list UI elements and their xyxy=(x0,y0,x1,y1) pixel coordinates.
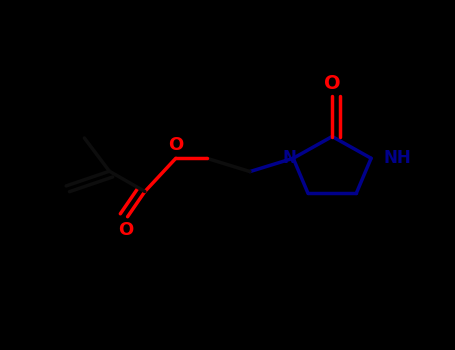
Text: O: O xyxy=(118,221,133,239)
Text: O: O xyxy=(168,136,183,154)
Text: NH: NH xyxy=(384,149,412,167)
Text: O: O xyxy=(324,74,340,93)
Text: N: N xyxy=(283,149,297,167)
